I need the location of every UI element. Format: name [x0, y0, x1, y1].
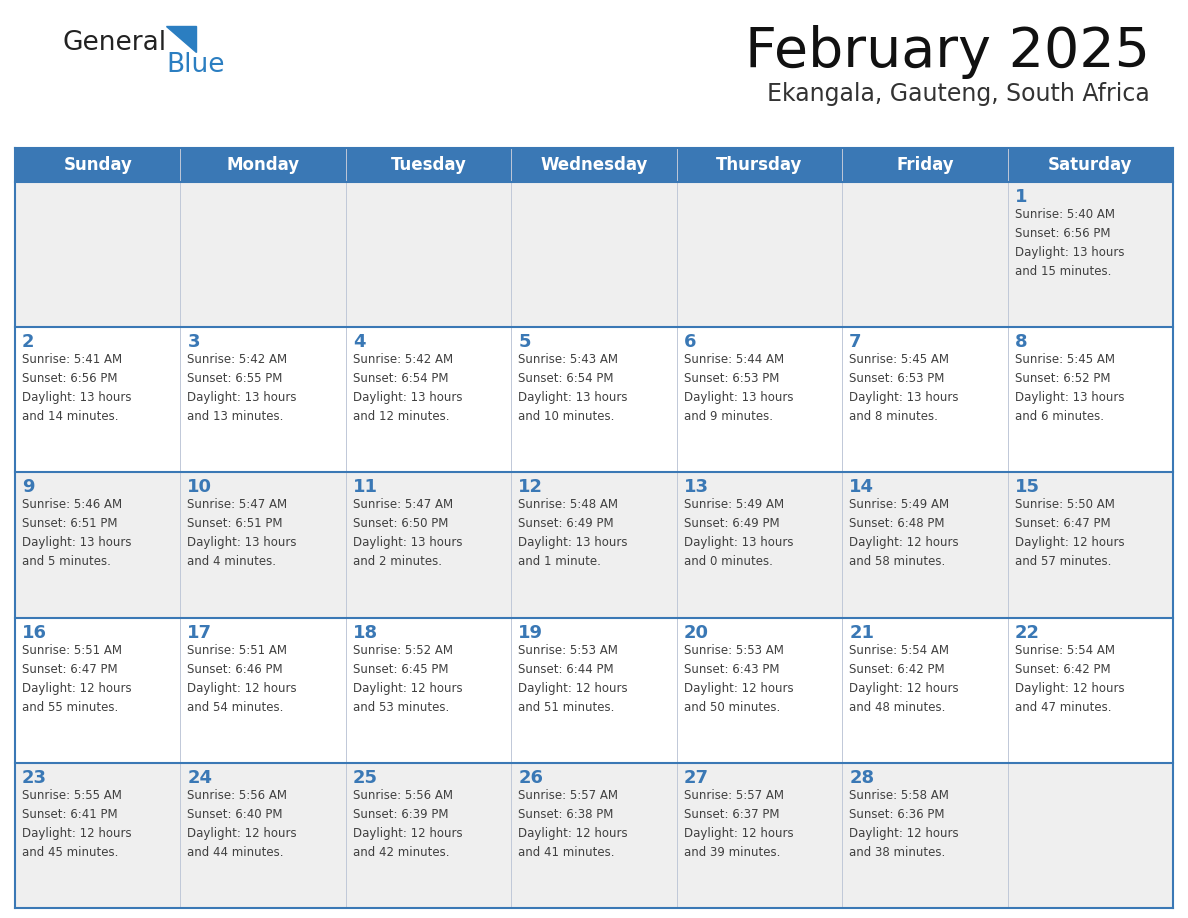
Text: Sunrise: 5:49 AM
Sunset: 6:49 PM
Daylight: 13 hours
and 0 minutes.: Sunrise: 5:49 AM Sunset: 6:49 PM Dayligh… [684, 498, 794, 568]
Text: 10: 10 [188, 478, 213, 497]
Polygon shape [166, 26, 196, 52]
Text: 1: 1 [1015, 188, 1028, 206]
Text: Sunrise: 5:43 AM
Sunset: 6:54 PM
Daylight: 13 hours
and 10 minutes.: Sunrise: 5:43 AM Sunset: 6:54 PM Dayligh… [518, 353, 627, 423]
Text: Sunrise: 5:45 AM
Sunset: 6:53 PM
Daylight: 13 hours
and 8 minutes.: Sunrise: 5:45 AM Sunset: 6:53 PM Dayligh… [849, 353, 959, 423]
Text: Sunrise: 5:54 AM
Sunset: 6:42 PM
Daylight: 12 hours
and 47 minutes.: Sunrise: 5:54 AM Sunset: 6:42 PM Dayligh… [1015, 644, 1124, 713]
Text: 25: 25 [353, 768, 378, 787]
Text: Sunrise: 5:57 AM
Sunset: 6:37 PM
Daylight: 12 hours
and 39 minutes.: Sunrise: 5:57 AM Sunset: 6:37 PM Dayligh… [684, 789, 794, 859]
Text: Sunrise: 5:57 AM
Sunset: 6:38 PM
Daylight: 12 hours
and 41 minutes.: Sunrise: 5:57 AM Sunset: 6:38 PM Dayligh… [518, 789, 628, 859]
Text: Ekangala, Gauteng, South Africa: Ekangala, Gauteng, South Africa [767, 82, 1150, 106]
Text: Sunrise: 5:53 AM
Sunset: 6:43 PM
Daylight: 12 hours
and 50 minutes.: Sunrise: 5:53 AM Sunset: 6:43 PM Dayligh… [684, 644, 794, 713]
Text: Sunrise: 5:54 AM
Sunset: 6:42 PM
Daylight: 12 hours
and 48 minutes.: Sunrise: 5:54 AM Sunset: 6:42 PM Dayligh… [849, 644, 959, 713]
Text: Sunrise: 5:47 AM
Sunset: 6:51 PM
Daylight: 13 hours
and 4 minutes.: Sunrise: 5:47 AM Sunset: 6:51 PM Dayligh… [188, 498, 297, 568]
Text: Sunrise: 5:44 AM
Sunset: 6:53 PM
Daylight: 13 hours
and 9 minutes.: Sunrise: 5:44 AM Sunset: 6:53 PM Dayligh… [684, 353, 794, 423]
Text: 28: 28 [849, 768, 874, 787]
Text: 16: 16 [23, 623, 48, 642]
Text: Friday: Friday [896, 156, 954, 174]
Text: Sunday: Sunday [63, 156, 132, 174]
Text: 18: 18 [353, 623, 378, 642]
Text: Sunrise: 5:51 AM
Sunset: 6:47 PM
Daylight: 12 hours
and 55 minutes.: Sunrise: 5:51 AM Sunset: 6:47 PM Dayligh… [23, 644, 132, 713]
Text: 9: 9 [23, 478, 34, 497]
Text: Sunrise: 5:56 AM
Sunset: 6:39 PM
Daylight: 12 hours
and 42 minutes.: Sunrise: 5:56 AM Sunset: 6:39 PM Dayligh… [353, 789, 462, 859]
Text: Sunrise: 5:42 AM
Sunset: 6:54 PM
Daylight: 13 hours
and 12 minutes.: Sunrise: 5:42 AM Sunset: 6:54 PM Dayligh… [353, 353, 462, 423]
Text: Sunrise: 5:41 AM
Sunset: 6:56 PM
Daylight: 13 hours
and 14 minutes.: Sunrise: 5:41 AM Sunset: 6:56 PM Dayligh… [23, 353, 132, 423]
Text: 21: 21 [849, 623, 874, 642]
Text: 3: 3 [188, 333, 200, 352]
Text: Thursday: Thursday [716, 156, 803, 174]
Text: 7: 7 [849, 333, 861, 352]
Text: 20: 20 [684, 623, 709, 642]
Bar [15, 473, 1173, 618]
Text: 19: 19 [518, 623, 543, 642]
Text: Sunrise: 5:50 AM
Sunset: 6:47 PM
Daylight: 12 hours
and 57 minutes.: Sunrise: 5:50 AM Sunset: 6:47 PM Dayligh… [1015, 498, 1124, 568]
Text: February 2025: February 2025 [745, 25, 1150, 79]
Text: Sunrise: 5:58 AM
Sunset: 6:36 PM
Daylight: 12 hours
and 38 minutes.: Sunrise: 5:58 AM Sunset: 6:36 PM Dayligh… [849, 789, 959, 859]
Text: Sunrise: 5:52 AM
Sunset: 6:45 PM
Daylight: 12 hours
and 53 minutes.: Sunrise: 5:52 AM Sunset: 6:45 PM Dayligh… [353, 644, 462, 713]
Text: Sunrise: 5:40 AM
Sunset: 6:56 PM
Daylight: 13 hours
and 15 minutes.: Sunrise: 5:40 AM Sunset: 6:56 PM Dayligh… [1015, 208, 1124, 278]
Bar [15, 148, 1173, 182]
Text: Sunrise: 5:46 AM
Sunset: 6:51 PM
Daylight: 13 hours
and 5 minutes.: Sunrise: 5:46 AM Sunset: 6:51 PM Dayligh… [23, 498, 132, 568]
Bar [15, 182, 1173, 327]
Text: 13: 13 [684, 478, 709, 497]
Text: 8: 8 [1015, 333, 1028, 352]
Bar [15, 327, 1173, 473]
Text: 17: 17 [188, 623, 213, 642]
Text: Tuesday: Tuesday [391, 156, 467, 174]
Bar [15, 618, 1173, 763]
Text: Sunrise: 5:49 AM
Sunset: 6:48 PM
Daylight: 12 hours
and 58 minutes.: Sunrise: 5:49 AM Sunset: 6:48 PM Dayligh… [849, 498, 959, 568]
Text: 11: 11 [353, 478, 378, 497]
Text: Sunrise: 5:45 AM
Sunset: 6:52 PM
Daylight: 13 hours
and 6 minutes.: Sunrise: 5:45 AM Sunset: 6:52 PM Dayligh… [1015, 353, 1124, 423]
Text: General: General [62, 30, 166, 56]
Text: 22: 22 [1015, 623, 1040, 642]
Text: Monday: Monday [227, 156, 299, 174]
Text: 12: 12 [518, 478, 543, 497]
Text: 27: 27 [684, 768, 709, 787]
Bar [15, 763, 1173, 908]
Text: Sunrise: 5:53 AM
Sunset: 6:44 PM
Daylight: 12 hours
and 51 minutes.: Sunrise: 5:53 AM Sunset: 6:44 PM Dayligh… [518, 644, 628, 713]
Text: Sunrise: 5:48 AM
Sunset: 6:49 PM
Daylight: 13 hours
and 1 minute.: Sunrise: 5:48 AM Sunset: 6:49 PM Dayligh… [518, 498, 627, 568]
Text: 2: 2 [23, 333, 34, 352]
Text: Sunrise: 5:55 AM
Sunset: 6:41 PM
Daylight: 12 hours
and 45 minutes.: Sunrise: 5:55 AM Sunset: 6:41 PM Dayligh… [23, 789, 132, 859]
Text: 23: 23 [23, 768, 48, 787]
Text: 15: 15 [1015, 478, 1040, 497]
Text: Sunrise: 5:51 AM
Sunset: 6:46 PM
Daylight: 12 hours
and 54 minutes.: Sunrise: 5:51 AM Sunset: 6:46 PM Dayligh… [188, 644, 297, 713]
Text: Sunrise: 5:56 AM
Sunset: 6:40 PM
Daylight: 12 hours
and 44 minutes.: Sunrise: 5:56 AM Sunset: 6:40 PM Dayligh… [188, 789, 297, 859]
Text: Wednesday: Wednesday [541, 156, 647, 174]
Text: Saturday: Saturday [1048, 156, 1132, 174]
Text: Sunrise: 5:42 AM
Sunset: 6:55 PM
Daylight: 13 hours
and 13 minutes.: Sunrise: 5:42 AM Sunset: 6:55 PM Dayligh… [188, 353, 297, 423]
Text: 4: 4 [353, 333, 366, 352]
Text: 14: 14 [849, 478, 874, 497]
Text: 6: 6 [684, 333, 696, 352]
Text: 5: 5 [518, 333, 531, 352]
Text: Sunrise: 5:47 AM
Sunset: 6:50 PM
Daylight: 13 hours
and 2 minutes.: Sunrise: 5:47 AM Sunset: 6:50 PM Dayligh… [353, 498, 462, 568]
Text: 26: 26 [518, 768, 543, 787]
Text: 24: 24 [188, 768, 213, 787]
Text: Blue: Blue [166, 52, 225, 78]
